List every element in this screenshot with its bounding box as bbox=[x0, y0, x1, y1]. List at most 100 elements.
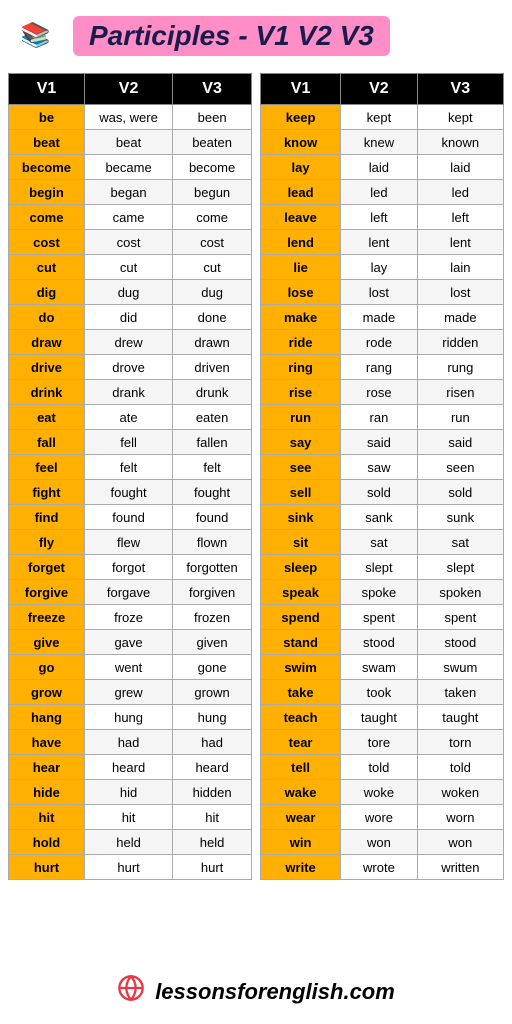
table-row: holdheldheld bbox=[9, 830, 252, 855]
cell-v2: came bbox=[84, 205, 172, 230]
cell-v2: laid bbox=[341, 155, 418, 180]
cell-v2: grew bbox=[84, 680, 172, 705]
cell-v3: lent bbox=[417, 230, 503, 255]
cell-v3: beaten bbox=[173, 130, 252, 155]
cell-v2: wrote bbox=[341, 855, 418, 880]
cell-v2: ran bbox=[341, 405, 418, 430]
cell-v1: lend bbox=[261, 230, 341, 255]
cell-v3: drunk bbox=[173, 380, 252, 405]
cell-v3: gone bbox=[173, 655, 252, 680]
table-row: teartoretorn bbox=[261, 730, 504, 755]
cell-v2: forgave bbox=[84, 580, 172, 605]
cell-v1: beat bbox=[9, 130, 85, 155]
cell-v3: forgiven bbox=[173, 580, 252, 605]
cell-v2: won bbox=[341, 830, 418, 855]
cell-v3: risen bbox=[417, 380, 503, 405]
cell-v1: hit bbox=[9, 805, 85, 830]
cell-v2: drew bbox=[84, 330, 172, 355]
cell-v3: known bbox=[417, 130, 503, 155]
cell-v1: say bbox=[261, 430, 341, 455]
cell-v3: seen bbox=[417, 455, 503, 480]
cell-v2: hid bbox=[84, 780, 172, 805]
cell-v2: led bbox=[341, 180, 418, 205]
cell-v3: kept bbox=[417, 105, 503, 130]
header-v2: V2 bbox=[341, 74, 418, 105]
table-row: feelfeltfelt bbox=[9, 455, 252, 480]
cell-v1: keep bbox=[261, 105, 341, 130]
table-row: hithithit bbox=[9, 805, 252, 830]
cell-v2: felt bbox=[84, 455, 172, 480]
cell-v1: come bbox=[9, 205, 85, 230]
table-row: laylaidlaid bbox=[261, 155, 504, 180]
cell-v1: hurt bbox=[9, 855, 85, 880]
table-row: becomebecamebecome bbox=[9, 155, 252, 180]
page-title: Participles - V1 V2 V3 bbox=[73, 16, 390, 56]
cell-v1: begin bbox=[9, 180, 85, 205]
cell-v3: eaten bbox=[173, 405, 252, 430]
cell-v1: forget bbox=[9, 555, 85, 580]
table-row: eatateeaten bbox=[9, 405, 252, 430]
cell-v2: made bbox=[341, 305, 418, 330]
cell-v2: cost bbox=[84, 230, 172, 255]
cell-v2: flew bbox=[84, 530, 172, 555]
cell-v3: had bbox=[173, 730, 252, 755]
table-row: sinksanksunk bbox=[261, 505, 504, 530]
cell-v1: spend bbox=[261, 605, 341, 630]
cell-v2: woke bbox=[341, 780, 418, 805]
table-row: gowentgone bbox=[9, 655, 252, 680]
cell-v2: cut bbox=[84, 255, 172, 280]
cell-v1: drive bbox=[9, 355, 85, 380]
cell-v2: sank bbox=[341, 505, 418, 530]
cell-v2: tore bbox=[341, 730, 418, 755]
cell-v2: drove bbox=[84, 355, 172, 380]
cell-v3: worn bbox=[417, 805, 503, 830]
cell-v3: fought bbox=[173, 480, 252, 505]
cell-v2: had bbox=[84, 730, 172, 755]
cell-v1: make bbox=[261, 305, 341, 330]
cell-v2: sat bbox=[341, 530, 418, 555]
cell-v1: sit bbox=[261, 530, 341, 555]
cell-v1: write bbox=[261, 855, 341, 880]
cell-v3: stood bbox=[417, 630, 503, 655]
cell-v1: sell bbox=[261, 480, 341, 505]
cell-v3: drawn bbox=[173, 330, 252, 355]
cell-v2: drank bbox=[84, 380, 172, 405]
header-v2: V2 bbox=[84, 74, 172, 105]
table-row: forgiveforgaveforgiven bbox=[9, 580, 252, 605]
cell-v3: rung bbox=[417, 355, 503, 380]
cell-v2: was, were bbox=[84, 105, 172, 130]
cell-v3: held bbox=[173, 830, 252, 855]
table-row: knowknewknown bbox=[261, 130, 504, 155]
cell-v1: become bbox=[9, 155, 85, 180]
cell-v3: done bbox=[173, 305, 252, 330]
table-row: lendlentlent bbox=[261, 230, 504, 255]
header-v3: V3 bbox=[417, 74, 503, 105]
table-row: beginbeganbegun bbox=[9, 180, 252, 205]
cell-v2: hurt bbox=[84, 855, 172, 880]
cell-v1: wake bbox=[261, 780, 341, 805]
cell-v2: knew bbox=[341, 130, 418, 155]
table-row: winwonwon bbox=[261, 830, 504, 855]
cell-v2: kept bbox=[341, 105, 418, 130]
cell-v1: hang bbox=[9, 705, 85, 730]
table-row: growgrewgrown bbox=[9, 680, 252, 705]
cell-v1: tell bbox=[261, 755, 341, 780]
cell-v1: lay bbox=[261, 155, 341, 180]
cell-v3: left bbox=[417, 205, 503, 230]
table-row: seesawseen bbox=[261, 455, 504, 480]
cell-v3: said bbox=[417, 430, 503, 455]
cell-v3: grown bbox=[173, 680, 252, 705]
cell-v2: gave bbox=[84, 630, 172, 655]
cell-v1: find bbox=[9, 505, 85, 530]
cell-v1: forgive bbox=[9, 580, 85, 605]
table-row: runranrun bbox=[261, 405, 504, 430]
cell-v2: sold bbox=[341, 480, 418, 505]
table-row: hurthurthurt bbox=[9, 855, 252, 880]
cell-v3: sat bbox=[417, 530, 503, 555]
cell-v3: made bbox=[417, 305, 503, 330]
logo-icon: 📚 bbox=[8, 8, 63, 63]
cell-v3: found bbox=[173, 505, 252, 530]
table-row: leaveleftleft bbox=[261, 205, 504, 230]
cell-v3: frozen bbox=[173, 605, 252, 630]
cell-v3: spoken bbox=[417, 580, 503, 605]
